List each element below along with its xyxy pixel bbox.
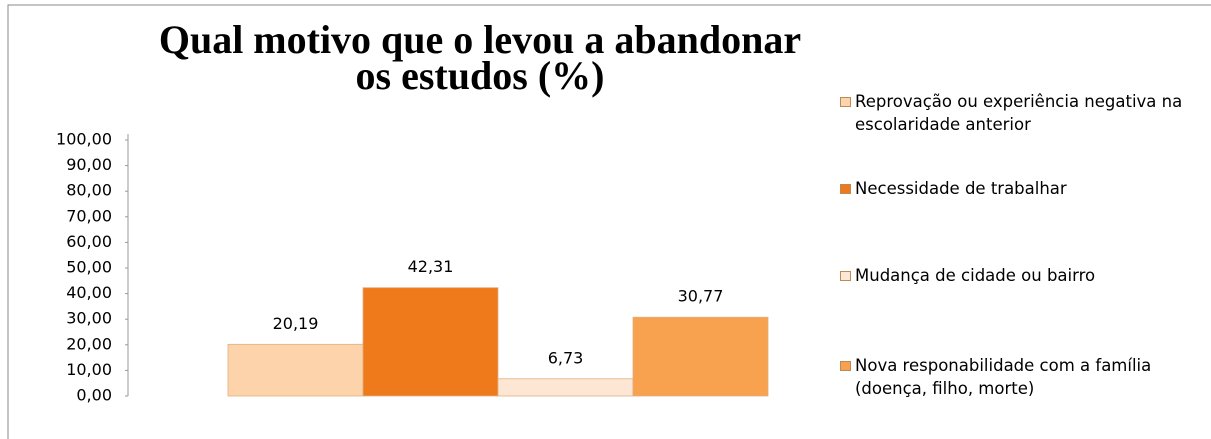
chart-border	[7, 4, 1211, 439]
legend: Reprovação ou experiência negativa na es…	[838, 90, 1211, 439]
legend-label: Necessidade de trabalhar	[855, 179, 1067, 198]
data-label: 20,19	[273, 314, 319, 333]
y-tick-label: 80,00	[66, 181, 112, 200]
data-label: 6,73	[548, 348, 584, 367]
y-tick-label: 70,00	[66, 206, 112, 225]
chart-title: os estudos (%)	[356, 53, 605, 98]
bar	[632, 316, 769, 397]
legend-swatch	[840, 97, 851, 107]
legend-label: Mudança de cidade ou bairro	[855, 266, 1096, 285]
y-tick-label: 20,00	[66, 334, 112, 353]
y-tick-label: 0,00	[76, 386, 112, 405]
y-tick-label: 40,00	[66, 283, 112, 302]
legend-label: Reprovação ou experiência negativa na es…	[855, 92, 1183, 134]
chart-title: Qual motivo que o levou a abandonar	[159, 17, 801, 62]
bar	[362, 287, 499, 397]
legend-entry: Reprovação ou experiência negativa na es…	[838, 90, 1211, 136]
data-label: 30,77	[678, 287, 724, 306]
y-tick-label: 100,00	[56, 130, 112, 149]
legend-entry: Necessidade de trabalhar	[838, 177, 1211, 200]
bar	[497, 378, 634, 397]
legend-swatch	[840, 184, 851, 194]
y-tick-label: 10,00	[66, 360, 112, 379]
legend-entry: Mudança de cidade ou bairro	[838, 264, 1211, 287]
legend-entry: Nova responabilidade com a família (doen…	[838, 354, 1211, 400]
y-tick-label: 30,00	[66, 309, 112, 328]
y-tick-label: 60,00	[66, 232, 112, 251]
y-tick-label: 50,00	[66, 258, 112, 277]
data-label: 42,31	[408, 257, 454, 276]
bar	[227, 343, 364, 397]
y-tick-label: 90,00	[66, 155, 112, 174]
legend-swatch	[840, 271, 851, 281]
legend-label: Nova responabilidade com a família (doen…	[855, 356, 1152, 398]
legend-swatch	[840, 361, 851, 371]
